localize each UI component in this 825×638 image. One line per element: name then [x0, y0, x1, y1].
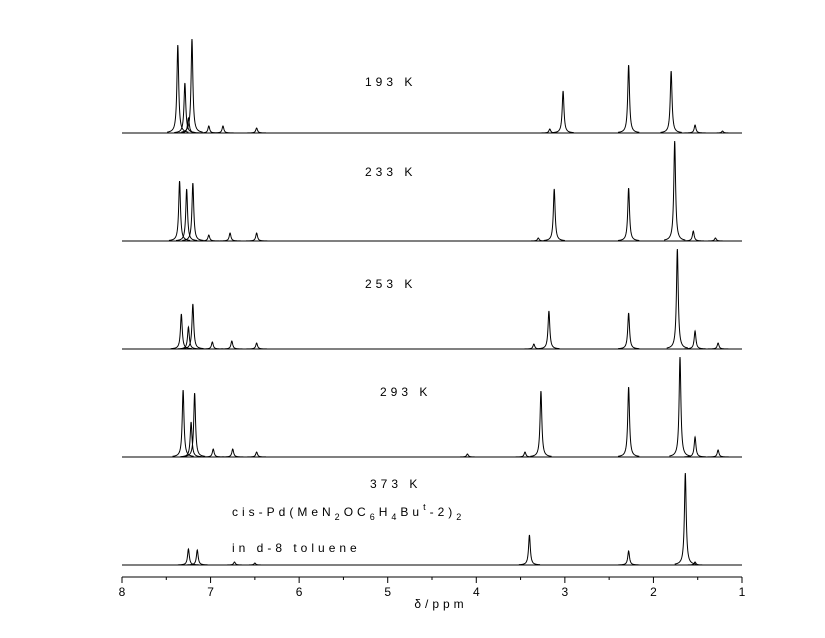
peak: [223, 561, 246, 566]
peak: [617, 187, 640, 241]
peak: [246, 127, 268, 134]
peak: [244, 562, 266, 566]
peak: [175, 188, 198, 241]
peak: [514, 451, 536, 458]
solvent-label: in d-8 toluene: [232, 541, 361, 555]
peak: [182, 303, 204, 350]
compound-label-part: H: [379, 505, 392, 519]
peak: [177, 547, 200, 566]
peak: [219, 232, 241, 242]
x-tick-label: 4: [473, 585, 480, 599]
peak: [530, 390, 552, 457]
peak: [707, 342, 729, 350]
compound-label-part: Bu: [400, 505, 423, 519]
peak: [212, 125, 234, 134]
x-tick-label: 8: [119, 585, 126, 599]
peak: [552, 90, 574, 134]
x-tick-label: 2: [650, 585, 657, 599]
peak: [663, 140, 686, 241]
peak: [543, 188, 565, 241]
spectrum-label: 293 K: [380, 385, 431, 399]
peak: [682, 230, 704, 242]
peak: [186, 548, 208, 566]
spectrum-label: 373 K: [370, 477, 421, 491]
compound-label-part: 2: [335, 512, 344, 522]
compound-label-part: OC: [344, 505, 370, 519]
peak: [617, 386, 640, 457]
peak: [704, 237, 727, 242]
compound-label-part: -2): [430, 505, 457, 519]
peak: [183, 392, 206, 457]
peak: [246, 342, 268, 350]
peak: [711, 130, 734, 134]
compound-label: cis-Pd(MeN2OC6H4But-2)2: [232, 502, 465, 522]
peak: [527, 237, 549, 242]
peak: [170, 313, 192, 350]
peak: [181, 38, 203, 133]
peak: [684, 561, 706, 566]
compound-label-part: cis-Pd(MeN: [232, 505, 335, 519]
peak: [684, 124, 706, 134]
peak: [617, 312, 640, 350]
peak: [539, 128, 561, 134]
compound-label-part: 2: [456, 512, 465, 522]
peak: [518, 534, 541, 566]
compound-label-part: t: [423, 502, 430, 512]
peak: [617, 64, 640, 133]
peak: [222, 448, 244, 458]
peak: [177, 116, 200, 134]
peak: [538, 310, 560, 350]
compound-label-part: 4: [391, 512, 400, 522]
peak: [666, 248, 689, 349]
peak: [198, 234, 220, 242]
peak: [660, 70, 682, 133]
compound-label-part: 6: [370, 512, 379, 522]
peak: [182, 182, 204, 241]
peak: [221, 340, 243, 350]
x-axis-label: δ/ppm: [414, 597, 467, 611]
spectrum-label: 233 K: [365, 165, 416, 179]
x-tick-label: 5: [384, 585, 391, 599]
x-tick-label: 7: [207, 585, 214, 599]
peak: [669, 356, 691, 457]
peak: [684, 435, 706, 458]
x-tick-label: 1: [739, 585, 746, 599]
peak: [618, 549, 640, 566]
peak: [246, 232, 268, 242]
peak: [177, 325, 200, 350]
peak: [246, 451, 268, 458]
peak: [707, 449, 729, 458]
peak: [684, 329, 706, 350]
spectrum-label: 193 K: [365, 75, 416, 89]
peak: [174, 82, 196, 133]
x-tick-label: 6: [296, 585, 303, 599]
peak: [201, 341, 223, 350]
peak: [674, 472, 697, 565]
x-tick-label: 3: [562, 585, 569, 599]
spectrum-label: 253 K: [365, 277, 416, 291]
peak: [523, 343, 545, 350]
peak: [202, 448, 224, 458]
peak: [456, 453, 479, 458]
peak: [172, 389, 194, 457]
